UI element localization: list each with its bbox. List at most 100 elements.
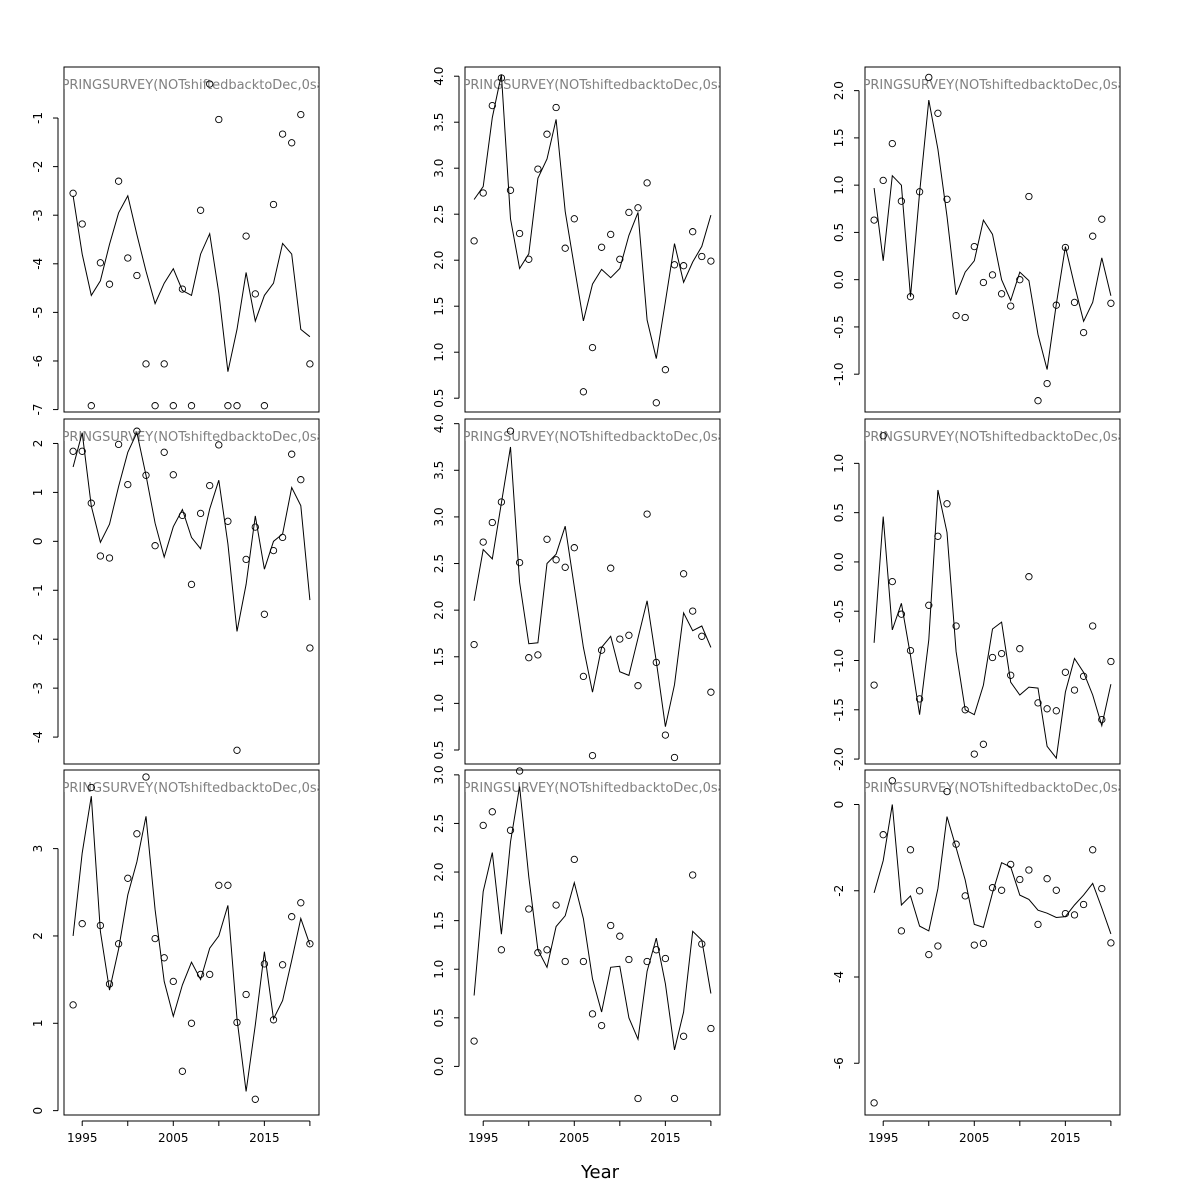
data-point bbox=[897, 927, 906, 935]
data-point bbox=[133, 830, 141, 838]
data-point bbox=[288, 450, 296, 458]
data-point bbox=[870, 1099, 878, 1107]
data-point bbox=[1025, 573, 1033, 581]
y-tick-label: -2.0 bbox=[832, 747, 846, 770]
panel-frame bbox=[63, 418, 320, 765]
panel-title-group: SPRINGSURVEY(NOTshiftedbacktoDec,0sat bbox=[465, 78, 720, 93]
data-point bbox=[588, 751, 597, 760]
data-point bbox=[952, 311, 960, 320]
y-tick-label: 2.5 bbox=[432, 814, 446, 833]
panel-title: SPRINGSURVEY(NOTshiftedbacktoDec,0sat bbox=[454, 781, 730, 796]
panel-title-group: SPRINGSURVEY(NOTshiftedbacktoDec,0sat bbox=[865, 781, 1120, 796]
data-point bbox=[1070, 911, 1079, 919]
data-point bbox=[679, 570, 688, 578]
y-tick-label: 2.5 bbox=[432, 205, 446, 224]
data-point bbox=[997, 290, 1006, 298]
data-point bbox=[543, 535, 551, 543]
data-point bbox=[634, 204, 642, 212]
data-point bbox=[78, 920, 86, 928]
data-point bbox=[579, 957, 588, 966]
y-tick-label: 0.0 bbox=[432, 1057, 446, 1076]
data-point bbox=[297, 476, 305, 484]
panel-frame bbox=[864, 418, 1121, 765]
observed-points bbox=[470, 74, 715, 407]
data-point bbox=[78, 447, 86, 455]
data-point bbox=[625, 631, 633, 639]
y-tick-label: 2 bbox=[31, 932, 45, 940]
data-point bbox=[952, 622, 960, 630]
data-point bbox=[479, 189, 487, 197]
data-point bbox=[233, 402, 241, 410]
data-point bbox=[124, 874, 132, 882]
y-tick-label: -4 bbox=[31, 258, 45, 270]
data-point bbox=[670, 753, 679, 762]
data-point bbox=[169, 471, 177, 479]
data-point bbox=[934, 109, 942, 117]
y-tick-label: 0.5 bbox=[432, 1008, 446, 1027]
data-point bbox=[278, 961, 287, 969]
data-point bbox=[1007, 302, 1015, 310]
panel-title-group: SPRINGSURVEY(NOTshiftedbacktoDec,0sat bbox=[454, 430, 730, 445]
data-point bbox=[879, 831, 887, 839]
x-tick-label: 2005 bbox=[559, 1131, 590, 1145]
data-point bbox=[187, 580, 196, 589]
panel-title-group: SPRINGSURVEY(NOTshiftedbacktoDec,0sat bbox=[454, 781, 730, 796]
y-tick-label: 1.5 bbox=[832, 128, 846, 147]
data-point bbox=[206, 481, 214, 490]
data-point bbox=[897, 610, 906, 618]
panel-title: SPRINGSURVEY(NOTshiftedbacktoDec,0sat bbox=[454, 430, 730, 445]
data-point bbox=[133, 271, 141, 280]
data-point bbox=[534, 165, 542, 173]
data-point bbox=[997, 649, 1006, 658]
y-tick-label: -2 bbox=[31, 633, 45, 645]
y-tick-label: -7 bbox=[31, 404, 45, 416]
data-point bbox=[251, 523, 259, 531]
data-point bbox=[1098, 884, 1106, 893]
data-point bbox=[906, 846, 915, 854]
data-point bbox=[915, 887, 924, 895]
data-point bbox=[506, 427, 515, 435]
panel-7: 0 1 2 3 1995 2005 2015 SPRINGSURVEY(NOTshiftedb… bbox=[31, 769, 320, 1145]
data-point bbox=[169, 977, 177, 986]
y-tick-label: 0 bbox=[31, 538, 45, 546]
data-point bbox=[934, 942, 942, 950]
data-point bbox=[488, 518, 496, 527]
data-point bbox=[1016, 276, 1024, 284]
data-point bbox=[1052, 707, 1060, 715]
panel-5: 0.5 1.0 1.5 2.0 2.5 3.0 3.5 4.0 SPRINGSURVEY(NOT… bbox=[432, 414, 730, 765]
panel-frame bbox=[63, 769, 320, 1116]
data-point bbox=[470, 640, 478, 649]
data-point bbox=[87, 783, 95, 792]
x-axis: 1995 2005 2015 bbox=[868, 1120, 1112, 1145]
data-point bbox=[187, 402, 196, 410]
data-point bbox=[943, 787, 951, 796]
data-point bbox=[178, 285, 187, 293]
data-point bbox=[525, 654, 533, 662]
data-point bbox=[260, 610, 269, 618]
data-point bbox=[297, 110, 305, 119]
data-point bbox=[215, 441, 223, 449]
data-point bbox=[114, 177, 123, 185]
data-point bbox=[616, 255, 624, 263]
x-tick-label: 1995 bbox=[868, 1131, 899, 1145]
y-tick-label: 2.0 bbox=[832, 81, 846, 100]
data-point bbox=[543, 130, 551, 138]
y-axis: -2.0 -1.5 -1.0 -0.5 0.0 0.5 1.0 bbox=[832, 454, 860, 771]
x-tick-label: 2005 bbox=[158, 1131, 189, 1145]
data-point bbox=[515, 767, 524, 775]
data-point bbox=[525, 905, 533, 913]
data-point bbox=[1061, 668, 1070, 676]
data-point bbox=[943, 195, 951, 203]
y-tick-label: 3.0 bbox=[432, 507, 446, 526]
data-point bbox=[870, 681, 878, 689]
y-axis: -7 -6 -5 -4 -3 -2 -1 bbox=[31, 112, 59, 416]
panel-frame bbox=[464, 769, 721, 1116]
y-tick-label: 1.0 bbox=[832, 454, 846, 473]
data-point bbox=[306, 360, 314, 368]
y-tick-label: -1.5 bbox=[832, 698, 846, 721]
data-point bbox=[178, 1067, 187, 1075]
y-tick-label: -2 bbox=[832, 885, 846, 897]
data-point bbox=[661, 954, 670, 963]
data-point bbox=[679, 262, 688, 270]
